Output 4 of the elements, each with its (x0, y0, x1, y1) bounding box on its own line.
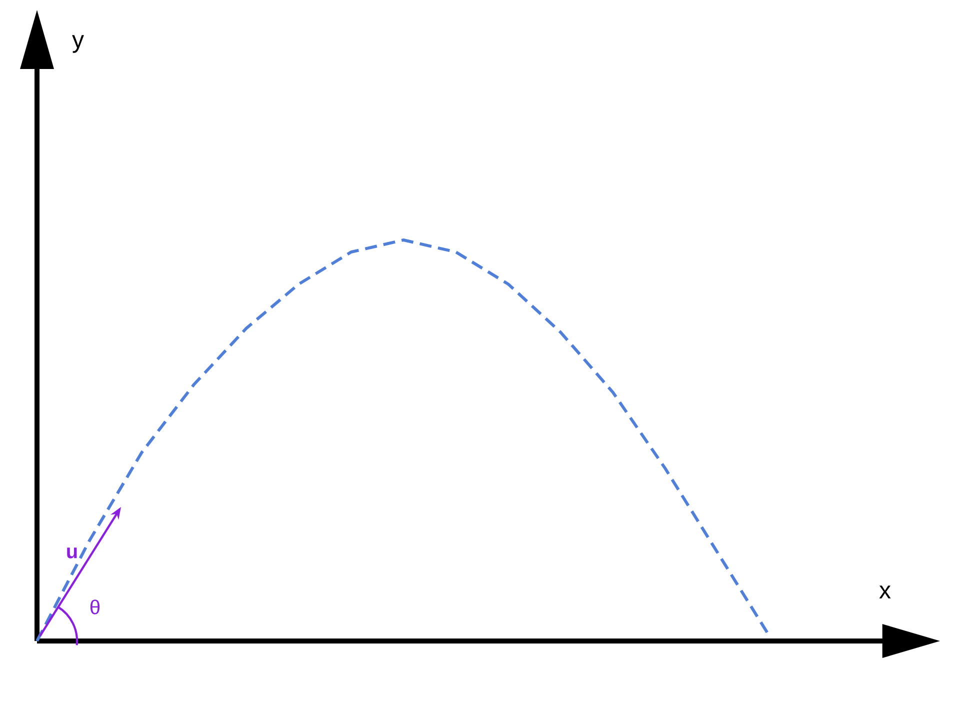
annotation: u (67, 548, 77, 558)
text: y (72, 35, 84, 53)
text: x (879, 586, 891, 598)
annotation: θ (90, 600, 100, 614)
